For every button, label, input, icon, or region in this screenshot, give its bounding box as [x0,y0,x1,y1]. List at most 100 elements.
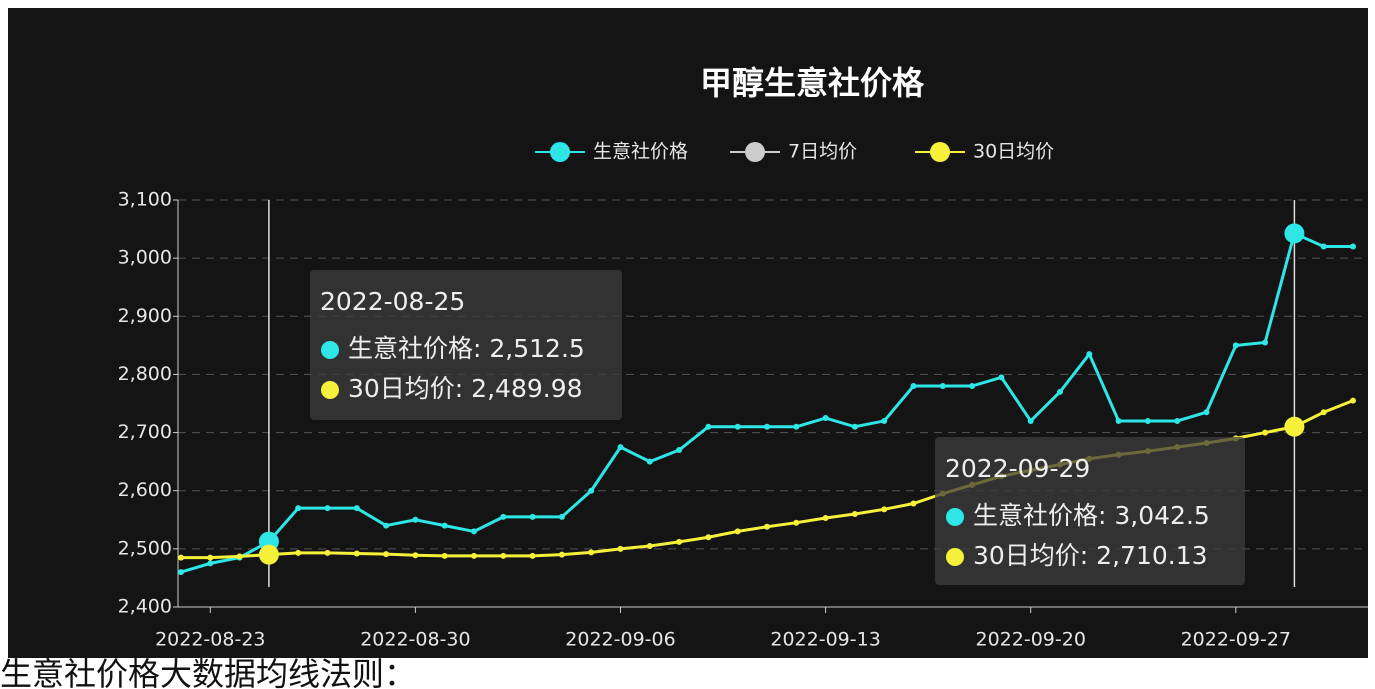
x-tick-label: 2022-09-27 [1181,629,1291,651]
point [851,423,858,430]
y-tick-label: 2,500 [118,537,172,559]
tooltip-box [310,270,622,420]
tooltip-box [935,437,1245,585]
y-tick-label: 2,600 [118,479,172,501]
point [969,383,976,390]
point [178,569,184,576]
point [1086,351,1093,358]
point [822,515,829,522]
point [1115,417,1122,424]
caption: 生意社价格大数据均线法则： [0,655,416,689]
legend-label: 7日均价 [788,141,857,163]
point [441,522,448,529]
tooltip-marker [946,548,964,566]
legend-marker [745,142,765,162]
point [324,549,331,556]
point [529,513,536,520]
point [734,528,741,535]
point [412,552,419,559]
legend-label: 生意社价格 [593,141,688,163]
point [1232,342,1239,349]
point [558,551,565,558]
chart-title: 甲醇生意社价格 [700,64,925,102]
tooltip-line: 30日均价: 2,710.13 [973,541,1208,570]
point [295,505,302,512]
plot: 甲醇生意社价格 2,400 2,500 2,600 2,700 2,800 2,900 3,… [118,64,1368,651]
point [646,542,653,549]
point [1284,416,1305,437]
point [178,554,184,561]
point [1262,339,1269,346]
point [353,550,360,557]
point [1350,243,1356,250]
point [910,383,917,390]
tooltip-line: 生意社价格: 3,042.5 [973,501,1210,530]
point [558,513,565,520]
tooltip-marker [946,508,964,526]
point [1284,223,1305,244]
point [851,510,858,517]
point [939,383,946,390]
point [793,519,800,526]
point [383,551,390,558]
legend-label: 30日均价 [973,141,1054,163]
point [646,458,653,465]
point [1203,409,1210,416]
tooltip-line: 生意社价格: 2,512.5 [348,334,585,363]
point [471,528,477,535]
point [881,417,888,424]
x-tick-label: 2022-09-13 [770,629,880,651]
point [1144,417,1151,424]
point [764,423,770,430]
point [324,505,331,512]
x-tick-label: 2022-09-06 [565,629,675,651]
point [998,374,1005,381]
point [207,560,214,567]
point [734,423,741,430]
tooltip-marker [321,341,339,359]
point [1350,397,1356,404]
point [471,552,477,559]
y-tick-label: 2,700 [118,421,172,443]
x-tick-label: 2022-08-30 [360,629,470,651]
point [588,487,595,494]
y-tick-label: 2,900 [118,305,172,327]
x-tick-label: 2022-09-20 [975,629,1085,651]
y-tick-label: 3,000 [118,247,172,269]
point [1027,417,1034,424]
tooltip-title: 2022-08-25 [320,287,465,316]
point [383,522,390,529]
point [1262,429,1269,436]
legend-marker [930,142,950,162]
y-tick-label: 3,100 [118,189,172,211]
point [793,423,800,430]
point [236,553,243,560]
y-tick-label: 2,800 [118,363,172,385]
x-tick-label: 2022-08-23 [155,629,265,651]
point [588,549,595,556]
point [676,538,683,545]
point [676,447,683,454]
point [705,423,712,430]
point [500,513,507,520]
point [258,544,279,565]
point [1057,388,1063,395]
point [881,506,888,513]
tooltip-line: 30日均价: 2,489.98 [348,374,583,403]
point [910,500,917,507]
point [412,516,419,523]
tooltip-title: 2022-09-29 [945,454,1090,483]
point [500,552,507,559]
point [1174,417,1181,424]
legend-marker [550,142,570,162]
tooltip-marker [321,381,339,399]
point [617,545,624,552]
point [441,552,448,559]
point [1320,409,1327,416]
point [295,549,302,556]
point [207,554,214,561]
point [1320,243,1327,250]
point [705,534,712,541]
